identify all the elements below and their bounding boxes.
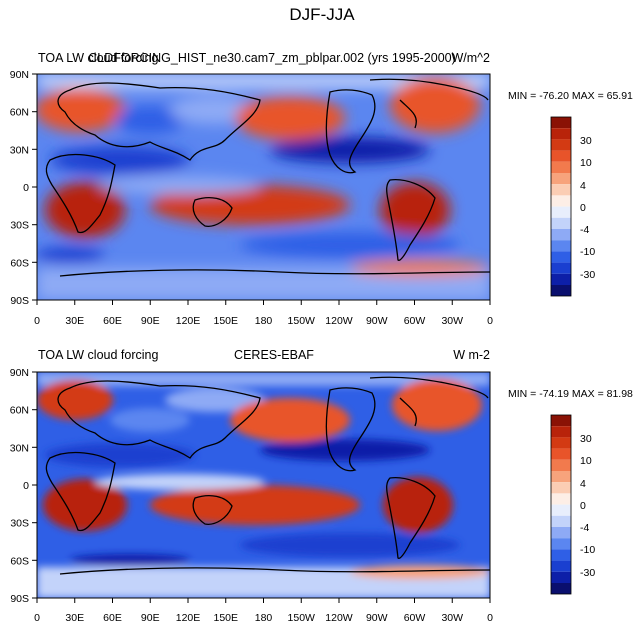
panel-top-left-title: TOA LW cloud forcing xyxy=(38,51,158,65)
colorbar-label: 0 xyxy=(580,202,586,214)
x-tick-label: 60E xyxy=(103,612,122,624)
x-tick-label: 150W xyxy=(288,612,316,624)
colorbar-label: 10 xyxy=(580,157,592,169)
x-tick-label: 120W xyxy=(325,315,353,327)
colorbar-label: -30 xyxy=(580,567,595,579)
y-tick-label: 90S xyxy=(10,593,29,605)
panel-bottom: TOA LW cloud forcing CERES-EBAF W m-2 xyxy=(10,348,633,624)
field-blobs xyxy=(37,74,490,300)
colorbar-label: -10 xyxy=(580,544,595,556)
x-tick-label: 120E xyxy=(176,612,201,624)
field-blobs xyxy=(37,372,490,598)
x-axis: 0 30E 60E 90E 120E 150E 180 150W 120W 90… xyxy=(34,300,493,327)
colorbar-label: -4 xyxy=(580,224,589,236)
panel-bottom-center-title: CERES-EBAF xyxy=(234,348,314,362)
y-tick-label: 90S xyxy=(10,295,29,307)
x-tick-label: 120E xyxy=(176,315,201,327)
coastlines xyxy=(45,376,490,575)
y-tick-label: 30N xyxy=(10,144,29,156)
x-tick-label: 30W xyxy=(441,315,463,327)
colorbar-swatches xyxy=(551,415,571,594)
x-tick-label: 150E xyxy=(213,612,238,624)
x-tick-label: 30W xyxy=(441,612,463,624)
x-tick-label: 90W xyxy=(366,315,388,327)
x-tick-label: 30E xyxy=(65,612,84,624)
y-tick-label: 90N xyxy=(10,367,29,379)
x-tick-label: 60W xyxy=(404,315,426,327)
colorbar-bottom: 30 10 4 0 -4 -10 -30 xyxy=(550,414,595,595)
panel-bottom-min-max: MIN = -74.19 MAX = 81.98 xyxy=(508,388,633,400)
x-tick-label: 90E xyxy=(141,612,160,624)
x-tick-label: 0 xyxy=(487,612,493,624)
panel-bottom-left-title: TOA LW cloud forcing xyxy=(38,348,158,362)
x-tick-label: 90E xyxy=(141,315,160,327)
panel-top: TOA LW cloud forcing CLDFORCING_HIST_ne3… xyxy=(10,51,633,327)
y-tick-label: 30S xyxy=(10,518,29,530)
colorbar-label: 30 xyxy=(580,433,592,445)
y-tick-label: 60N xyxy=(10,107,29,119)
x-tick-label: 60E xyxy=(103,315,122,327)
y-tick-label: 60S xyxy=(10,555,29,567)
x-tick-label: 0 xyxy=(487,315,493,327)
y-tick-label: 0 xyxy=(23,480,29,492)
figure-title: DJF-JJA xyxy=(289,5,355,24)
x-tick-label: 150W xyxy=(288,315,316,327)
colorbar-label: 30 xyxy=(580,135,592,147)
x-tick-label: 0 xyxy=(34,612,40,624)
y-tick-label: 30S xyxy=(10,220,29,232)
x-tick-label: 180 xyxy=(255,612,273,624)
x-tick-label: 60W xyxy=(404,612,426,624)
y-tick-label: 30N xyxy=(10,442,29,454)
y-tick-label: 90N xyxy=(10,69,29,81)
y-axis: 90N 60N 30N 0 30S 60S 90S xyxy=(10,367,37,605)
colorbar-label: -10 xyxy=(580,246,595,258)
x-tick-label: 120W xyxy=(325,612,353,624)
panel-bottom-map xyxy=(37,372,490,598)
colorbar-label: 4 xyxy=(580,478,586,490)
colorbar-label: 10 xyxy=(580,455,592,467)
colorbar-label: 4 xyxy=(580,180,586,192)
x-tick-label: 150E xyxy=(213,315,238,327)
x-tick-label: 0 xyxy=(34,315,40,327)
x-tick-label: 180 xyxy=(255,315,273,327)
y-axis: 90N 60N 30N 0 30S 60S 90S xyxy=(10,69,37,307)
panel-bottom-units: W m-2 xyxy=(453,348,490,362)
colorbar-top: 30 10 4 0 -4 -10 -30 xyxy=(550,116,595,297)
colorbar-swatches xyxy=(551,117,571,296)
coastlines xyxy=(45,78,490,277)
colorbar-label: -30 xyxy=(580,269,595,281)
panel-top-units: W/m^2 xyxy=(451,51,490,65)
y-tick-label: 60S xyxy=(10,257,29,269)
x-axis: 0 30E 60E 90E 120E 150E 180 150W 120W 90… xyxy=(34,598,493,624)
panel-top-min-max: MIN = -76.20 MAX = 65.91 xyxy=(508,90,633,102)
colorbar-label: 0 xyxy=(580,500,586,512)
panel-top-center-title: CLDFORCING_HIST_ne30.cam7_zm_pblpar.002 … xyxy=(88,51,456,65)
panel-top-map xyxy=(37,74,490,300)
x-tick-label: 30E xyxy=(65,315,84,327)
colorbar-label: -4 xyxy=(580,522,589,534)
x-tick-label: 90W xyxy=(366,612,388,624)
y-tick-label: 0 xyxy=(23,182,29,194)
y-tick-label: 60N xyxy=(10,405,29,417)
